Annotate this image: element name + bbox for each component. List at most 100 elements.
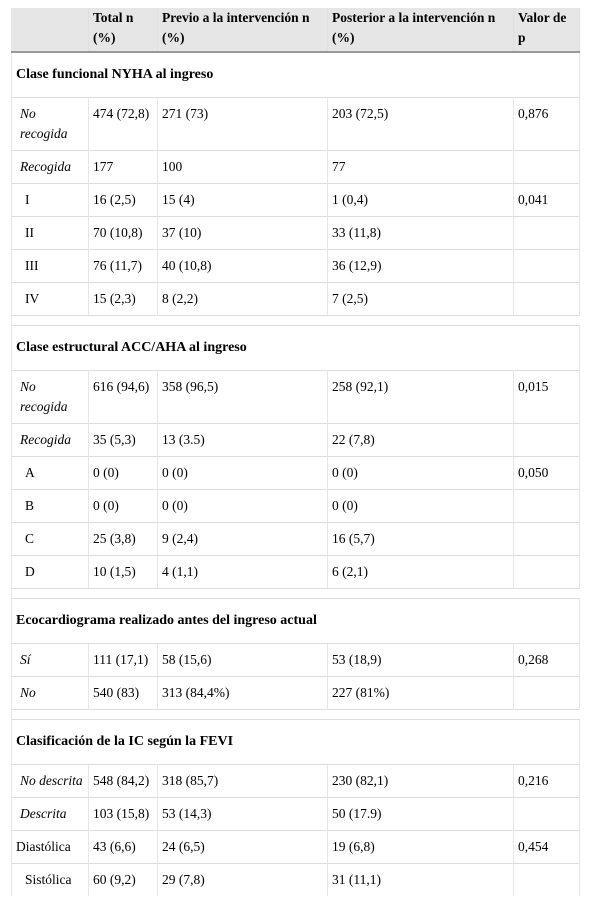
cell-total: 616 (94,6) — [88, 370, 158, 424]
section-spacer — [11, 588, 580, 599]
table-row: IV 15 (2,3) 8 (2,2) 7 (2,5) — [11, 282, 580, 316]
cell-pre: 4 (1,1) — [157, 555, 328, 589]
section-title: Ecocardiograma realizado antes del ingre… — [11, 598, 580, 644]
cell-total: 60 (9,2) — [88, 863, 158, 896]
cell-p-value: 0,876 — [513, 97, 580, 151]
table-row: I 16 (2,5) 15 (4) 1 (0,4) 0,041 — [11, 183, 580, 217]
row-label: A — [11, 456, 89, 490]
data-table: Total n (%) Previo a la intervención n (… — [11, 8, 580, 896]
cell-p-value: 0,216 — [513, 764, 580, 798]
cell-p-value — [513, 676, 580, 710]
table-row: C 25 (3,8) 9 (2,4) 16 (5,7) — [11, 522, 580, 556]
cell-p-value — [513, 282, 580, 316]
section-title: Clase estructural ACC/AHA al ingreso — [11, 325, 580, 371]
table-row: Recogida 177 100 77 — [11, 150, 580, 184]
cell-p-value — [513, 216, 580, 250]
cell-post: 19 (6,8) — [327, 830, 514, 864]
row-label: Recogida — [11, 150, 89, 184]
table-row: II 70 (10,8) 37 (10) 33 (11,8) — [11, 216, 580, 250]
cell-total: 70 (10,8) — [88, 216, 158, 250]
table-row: Descrita 103 (15,8) 53 (14,3) 50 (17.9) — [11, 797, 580, 831]
section-title: Clasificación de la IC según la FEVI — [11, 719, 580, 765]
cell-pre: 29 (7,8) — [157, 863, 328, 896]
cell-p-value: 0,050 — [513, 456, 580, 490]
section-header-row: Ecocardiograma realizado antes del ingre… — [11, 598, 580, 644]
row-label: IV — [11, 282, 89, 316]
table-body: Clase funcional NYHA al ingreso No recogi… — [11, 51, 580, 896]
cell-pre: 24 (6,5) — [157, 830, 328, 864]
table-row: D 10 (1,5) 4 (1,1) 6 (2,1) — [11, 555, 580, 589]
cell-total: 10 (1,5) — [88, 555, 158, 589]
row-label: No recogida — [11, 370, 89, 424]
cell-total: 25 (3,8) — [88, 522, 158, 556]
table-row: Diastólica 43 (6,6) 24 (6,5) 19 (6,8) 0,454 — [11, 830, 580, 864]
cell-p-value — [513, 150, 580, 184]
cell-p-value: 0,041 — [513, 183, 580, 217]
table-row: Sí 111 (17,1) 58 (15,6) 53 (18,9) 0,268 — [11, 643, 580, 677]
row-label: Descrita — [11, 797, 89, 831]
cell-post: 0 (0) — [327, 489, 514, 523]
header-post: Posterior a la intervención n (%) — [327, 8, 514, 53]
row-label: Sistólica — [11, 863, 89, 896]
spacer-cell — [11, 588, 580, 599]
cell-total: 177 — [88, 150, 158, 184]
table-row: Recogida 35 (5,3) 13 (3.5) 22 (7,8) — [11, 423, 580, 457]
header-p: Valor de p — [513, 8, 580, 53]
cell-post: 0 (0) — [327, 456, 514, 490]
row-label: No descrita — [11, 764, 89, 798]
cell-p-value — [513, 522, 580, 556]
cell-pre: 40 (10,8) — [157, 249, 328, 283]
cell-pre: 313 (84,4%) — [157, 676, 328, 710]
header-total: Total n (%) — [88, 8, 158, 53]
row-label: I — [11, 183, 89, 217]
cell-total: 0 (0) — [88, 456, 158, 490]
row-label: No — [11, 676, 89, 710]
row-label: Sí — [11, 643, 89, 677]
cell-pre: 358 (96,5) — [157, 370, 328, 424]
cell-pre: 15 (4) — [157, 183, 328, 217]
section-header-row: Clasificación de la IC según la FEVI — [11, 719, 580, 765]
cell-post: 1 (0,4) — [327, 183, 514, 217]
cell-total: 15 (2,3) — [88, 282, 158, 316]
cell-p-value — [513, 489, 580, 523]
cell-post: 77 — [327, 150, 514, 184]
section-header-row: Clase estructural ACC/AHA al ingreso — [11, 325, 580, 371]
cell-pre: 100 — [157, 150, 328, 184]
section-header-row: Clase funcional NYHA al ingreso — [11, 51, 580, 98]
cell-pre: 8 (2,2) — [157, 282, 328, 316]
cell-pre: 58 (15,6) — [157, 643, 328, 677]
cell-total: 35 (5,3) — [88, 423, 158, 457]
table-row: No recogida 616 (94,6) 358 (96,5) 258 (92,1… — [11, 370, 580, 424]
header-row: Total n (%) Previo a la intervención n (… — [11, 8, 580, 53]
cell-post: 16 (5,7) — [327, 522, 514, 556]
cell-pre: 37 (10) — [157, 216, 328, 250]
cell-post: 7 (2,5) — [327, 282, 514, 316]
cell-total: 43 (6,6) — [88, 830, 158, 864]
cell-p-value — [513, 555, 580, 589]
cell-post: 230 (82,1) — [327, 764, 514, 798]
cell-pre: 9 (2,4) — [157, 522, 328, 556]
cell-post: 22 (7,8) — [327, 423, 514, 457]
table-row: Sistólica 60 (9,2) 29 (7,8) 31 (11,1) — [11, 863, 580, 896]
table-row: No descrita 548 (84,2) 318 (85,7) 230 (82,1… — [11, 764, 580, 798]
cell-p-value: 0,015 — [513, 370, 580, 424]
cell-total: 103 (15,8) — [88, 797, 158, 831]
cell-pre: 53 (14,3) — [157, 797, 328, 831]
section-title: Clase funcional NYHA al ingreso — [11, 51, 580, 98]
header-label — [11, 8, 89, 53]
cell-post: 6 (2,1) — [327, 555, 514, 589]
spacer-cell — [11, 709, 580, 720]
cell-post: 31 (11,1) — [327, 863, 514, 896]
row-label: B — [11, 489, 89, 523]
cell-pre: 0 (0) — [157, 489, 328, 523]
spacer-cell — [11, 315, 580, 326]
cell-post: 36 (12,9) — [327, 249, 514, 283]
section-spacer — [11, 315, 580, 326]
row-label: III — [11, 249, 89, 283]
cell-post: 33 (11,8) — [327, 216, 514, 250]
cell-post: 258 (92,1) — [327, 370, 514, 424]
cell-p-value — [513, 249, 580, 283]
section-spacer — [11, 709, 580, 720]
